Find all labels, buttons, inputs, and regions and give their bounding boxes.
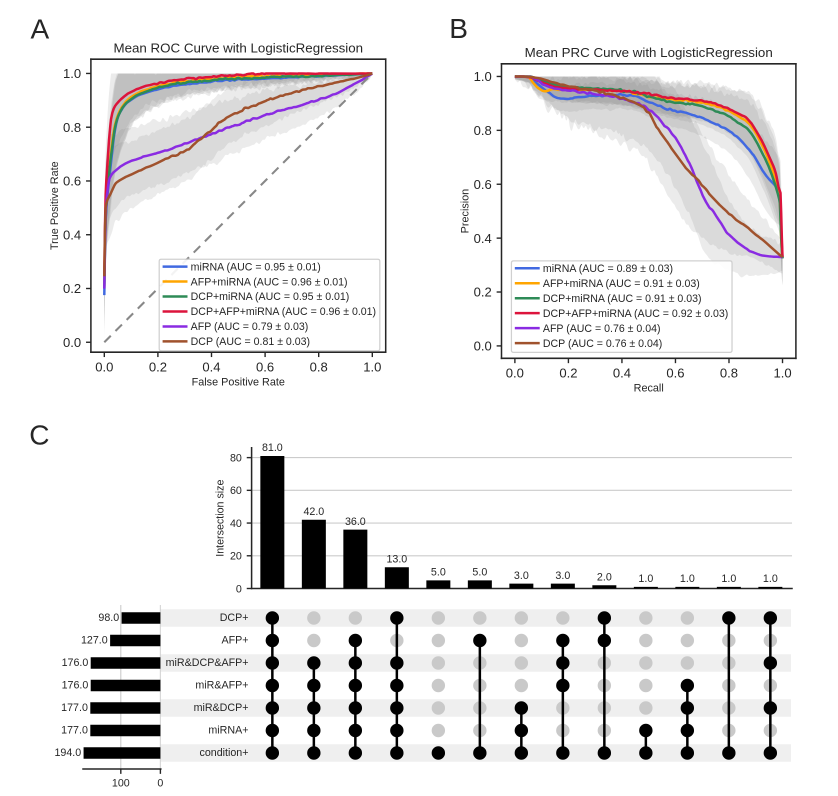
svg-text:condition+: condition+ [199, 747, 248, 759]
svg-text:176.0: 176.0 [62, 679, 89, 691]
svg-text:20: 20 [230, 551, 242, 563]
svg-text:AFP+miRNA (AUC = 0.91 ± 0.03): AFP+miRNA (AUC = 0.91 ± 0.03) [543, 278, 700, 290]
svg-text:False Positive Rate: False Positive Rate [192, 376, 285, 388]
svg-text:176.0: 176.0 [62, 657, 89, 669]
svg-text:5.0: 5.0 [431, 566, 446, 578]
svg-text:60: 60 [230, 485, 242, 497]
svg-text:miRNA (AUC = 0.95 ± 0.01): miRNA (AUC = 0.95 ± 0.01) [191, 261, 321, 273]
svg-text:1.0: 1.0 [721, 573, 736, 585]
svg-text:miRNA+: miRNA+ [208, 724, 248, 736]
svg-text:194.0: 194.0 [54, 747, 81, 759]
svg-text:0.2: 0.2 [149, 359, 167, 374]
svg-text:177.0: 177.0 [61, 702, 88, 714]
svg-text:1.0: 1.0 [363, 359, 381, 374]
svg-text:0.2: 0.2 [63, 281, 81, 296]
svg-text:miR&AFP+: miR&AFP+ [195, 679, 248, 691]
svg-text:0.0: 0.0 [95, 359, 113, 374]
svg-text:DCP+miRNA (AUC = 0.95 ± 0.01): DCP+miRNA (AUC = 0.95 ± 0.01) [191, 291, 350, 303]
svg-text:1.0: 1.0 [773, 365, 791, 380]
svg-text:0.2: 0.2 [559, 365, 577, 380]
svg-text:1.0: 1.0 [763, 573, 778, 585]
svg-text:Precision: Precision [460, 189, 472, 234]
svg-text:5.0: 5.0 [472, 566, 487, 578]
svg-text:1.0: 1.0 [680, 573, 695, 585]
svg-text:3.0: 3.0 [514, 570, 529, 582]
svg-text:0.8: 0.8 [720, 365, 738, 380]
svg-text:0.6: 0.6 [666, 365, 684, 380]
svg-text:B: B [449, 13, 468, 44]
svg-text:Mean PRC Curve with LogisticRe: Mean PRC Curve with LogisticRegression [525, 45, 773, 60]
svg-text:0.8: 0.8 [310, 359, 328, 374]
svg-text:DCP+miRNA (AUC = 0.91 ± 0.03): DCP+miRNA (AUC = 0.91 ± 0.03) [543, 293, 702, 305]
svg-text:miR&DCP+: miR&DCP+ [194, 702, 249, 714]
svg-text:0.2: 0.2 [474, 285, 492, 300]
svg-text:DCP+: DCP+ [220, 612, 249, 624]
svg-text:36.0: 36.0 [345, 516, 366, 528]
svg-text:40: 40 [230, 518, 242, 530]
svg-text:Mean ROC Curve with LogisticRe: Mean ROC Curve with LogisticRegression [113, 40, 363, 55]
svg-text:81.0: 81.0 [262, 442, 283, 454]
svg-text:42.0: 42.0 [303, 506, 324, 518]
svg-text:DCP+AFP+miRNA (AUC = 0.96 ± 0.: DCP+AFP+miRNA (AUC = 0.96 ± 0.01) [191, 306, 376, 318]
svg-text:DCP+AFP+miRNA (AUC = 0.92 ± 0.: DCP+AFP+miRNA (AUC = 0.92 ± 0.03) [543, 308, 728, 320]
svg-text:C: C [29, 420, 49, 451]
svg-text:177.0: 177.0 [61, 724, 88, 736]
svg-text:80: 80 [230, 452, 242, 464]
svg-text:13.0: 13.0 [386, 553, 407, 565]
svg-text:0: 0 [236, 583, 242, 595]
svg-text:0.6: 0.6 [256, 359, 274, 374]
svg-text:2.0: 2.0 [597, 571, 612, 583]
svg-text:0.6: 0.6 [63, 174, 81, 189]
svg-text:0.6: 0.6 [474, 177, 492, 192]
svg-text:127.0: 127.0 [81, 634, 108, 646]
svg-text:DCP (AUC = 0.76 ± 0.04): DCP (AUC = 0.76 ± 0.04) [543, 338, 662, 350]
svg-text:98.0: 98.0 [98, 612, 119, 624]
svg-text:0.4: 0.4 [474, 231, 492, 246]
svg-text:True Positive Rate: True Positive Rate [49, 161, 61, 250]
svg-text:miRNA (AUC = 0.89 ± 0.03): miRNA (AUC = 0.89 ± 0.03) [543, 263, 673, 275]
svg-text:A: A [31, 13, 50, 44]
svg-text:1.0: 1.0 [63, 66, 81, 81]
svg-text:0.4: 0.4 [613, 365, 631, 380]
svg-text:0.8: 0.8 [474, 123, 492, 138]
svg-text:0.4: 0.4 [202, 359, 220, 374]
svg-text:DCP (AUC = 0.81 ± 0.03): DCP (AUC = 0.81 ± 0.03) [191, 336, 310, 348]
svg-text:1.0: 1.0 [474, 69, 492, 84]
svg-text:0.0: 0.0 [506, 365, 524, 380]
svg-text:AFP+miRNA (AUC = 0.96 ± 0.01): AFP+miRNA (AUC = 0.96 ± 0.01) [191, 276, 348, 288]
svg-text:1.0: 1.0 [638, 573, 653, 585]
svg-text:0.4: 0.4 [63, 227, 81, 242]
svg-text:100: 100 [112, 777, 130, 789]
svg-text:3.0: 3.0 [555, 570, 570, 582]
svg-text:Recall: Recall [634, 383, 664, 395]
svg-text:Intersection size: Intersection size [215, 479, 227, 556]
svg-text:AFP (AUC = 0.79 ± 0.03): AFP (AUC = 0.79 ± 0.03) [191, 321, 309, 333]
svg-text:0.0: 0.0 [63, 335, 81, 350]
svg-text:0.0: 0.0 [474, 339, 492, 354]
svg-text:0: 0 [157, 777, 163, 789]
svg-text:miR&DCP&AFP+: miR&DCP&AFP+ [166, 657, 249, 669]
svg-text:AFP+: AFP+ [221, 634, 248, 646]
svg-text:0.8: 0.8 [63, 120, 81, 135]
svg-text:AFP (AUC = 0.76 ± 0.04): AFP (AUC = 0.76 ± 0.04) [543, 323, 661, 335]
